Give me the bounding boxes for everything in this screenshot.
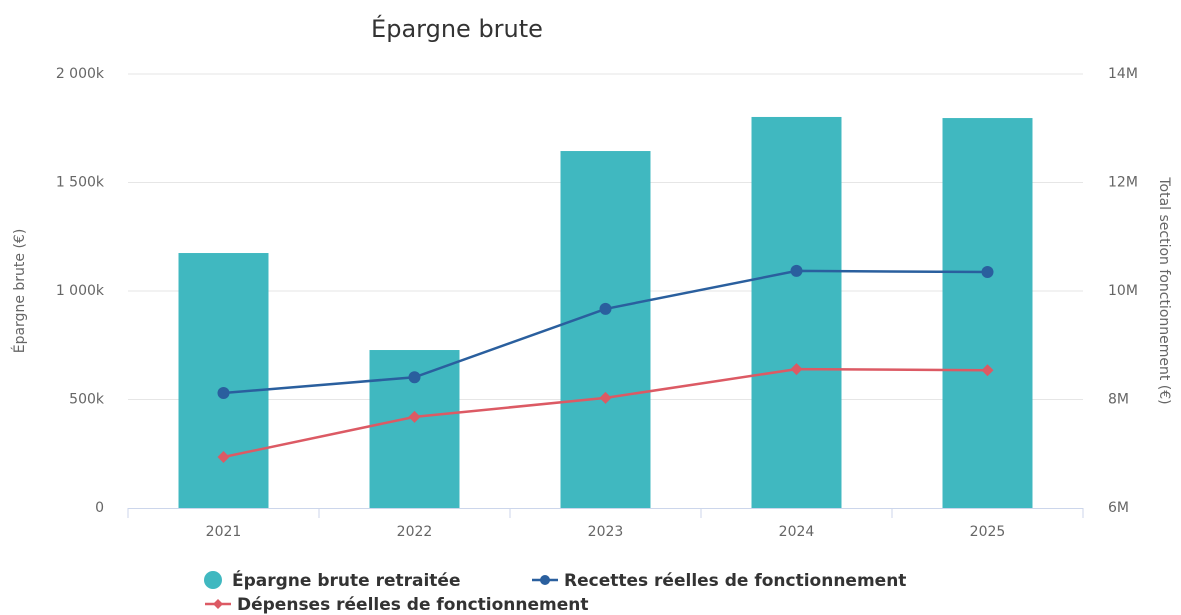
- y2-axis-title: Total section fonctionnement (€): [1156, 176, 1172, 404]
- legend-label: Épargne brute retraitée: [232, 569, 461, 591]
- chart-title: Épargne brute: [371, 14, 543, 43]
- y-tick-label: 500k: [69, 392, 105, 408]
- bar: [178, 253, 269, 508]
- marker: [981, 364, 994, 377]
- marker: [981, 266, 994, 279]
- legend-marker: [540, 575, 550, 585]
- marker: [599, 302, 612, 315]
- y2-tick-label: 14M: [1108, 66, 1138, 82]
- marker: [790, 363, 803, 376]
- y-axis-title: Épargne brute (€): [11, 229, 28, 354]
- legend-marker: [213, 599, 223, 609]
- x-tick-label: 2025: [970, 524, 1006, 540]
- marker: [217, 451, 230, 464]
- y2-tick-label: 12M: [1108, 175, 1138, 191]
- x-tick-label: 2021: [206, 524, 242, 540]
- y-tick-label: 2 000k: [56, 66, 105, 82]
- marker: [599, 391, 612, 404]
- legend-label: Dépenses réelles de fonctionnement: [237, 595, 589, 615]
- y2-tick-label: 10M: [1108, 283, 1138, 299]
- y2-tick-label: 6M: [1108, 500, 1129, 516]
- y-tick-label: 0: [95, 500, 104, 516]
- bar: [942, 118, 1033, 509]
- marker: [790, 264, 803, 277]
- x-tick-label: 2022: [397, 524, 433, 540]
- marker: [408, 371, 421, 384]
- marker: [217, 386, 230, 399]
- y-tick-label: 1 500k: [56, 175, 105, 191]
- x-tick-label: 2024: [779, 524, 815, 540]
- bar: [560, 151, 651, 508]
- legend-label: Recettes réelles de fonctionnement: [564, 571, 906, 591]
- legend-marker: [204, 571, 222, 589]
- x-tick-label: 2023: [588, 524, 624, 540]
- y-tick-label: 1 000k: [56, 283, 105, 299]
- y2-tick-label: 8M: [1108, 392, 1129, 408]
- marker: [408, 410, 421, 423]
- bar: [751, 116, 842, 508]
